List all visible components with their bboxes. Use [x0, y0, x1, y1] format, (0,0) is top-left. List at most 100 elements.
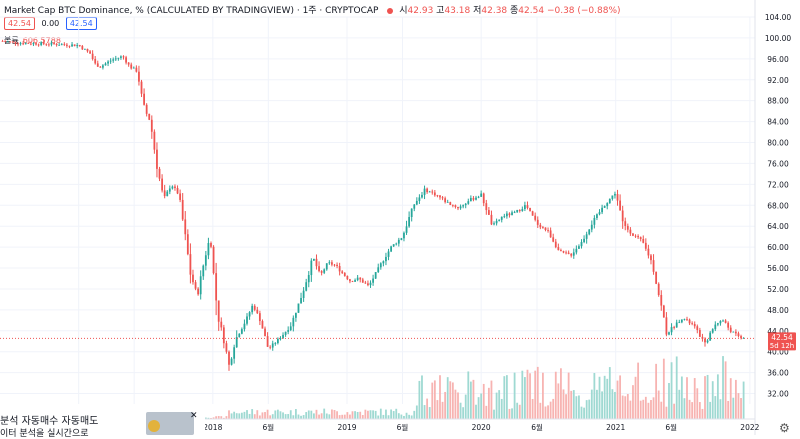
y-tick-label: 80.00	[767, 139, 789, 148]
candle-body	[307, 275, 310, 283]
candle-body	[135, 67, 138, 72]
volume-bar	[598, 376, 601, 419]
candle-body	[418, 197, 421, 201]
low-label: 저	[473, 6, 482, 16]
volume-bar	[282, 412, 284, 419]
candle-body	[130, 64, 133, 69]
volume-bar	[670, 362, 673, 419]
volume-bar	[351, 411, 354, 419]
candle-body	[531, 211, 534, 216]
candle-body	[42, 42, 45, 44]
volume-bar	[467, 371, 470, 419]
candle-body	[503, 216, 506, 218]
candle-body	[71, 44, 73, 47]
close-icon[interactable]: ✕	[190, 411, 198, 421]
candle-body	[734, 331, 737, 334]
candle-body	[534, 215, 537, 220]
volume-bar	[469, 381, 472, 419]
grid-lines	[0, 16, 755, 404]
candle-body	[588, 229, 591, 235]
candle-body	[688, 319, 691, 324]
x-tick-label: 2018	[203, 423, 222, 432]
candle-body	[660, 295, 663, 306]
candle-body	[47, 44, 50, 46]
candle-body	[127, 62, 130, 65]
candle-body	[63, 44, 66, 45]
symbol-title[interactable]: Market Cap BTC Dominance, % (CALCULATED …	[4, 6, 379, 16]
candle-body	[359, 277, 362, 280]
volume-bar	[207, 417, 210, 419]
volume-bar	[552, 398, 555, 419]
volume-bar	[225, 416, 228, 419]
candle-body	[714, 324, 717, 330]
volume-bar	[415, 405, 418, 419]
volume-bar	[457, 392, 459, 419]
candle-body	[222, 327, 225, 344]
candle-body	[29, 43, 32, 45]
volume-bar	[683, 398, 686, 419]
volume-bar	[235, 413, 238, 419]
volume-bar	[565, 394, 567, 419]
volume-bar	[364, 409, 367, 419]
high-value: 43.18	[444, 6, 471, 16]
candle-body	[472, 198, 475, 200]
volume-bar	[709, 401, 712, 419]
ad-banner[interactable]: 분석 자동매수 자동매도 이터 분석을 실시간으로 ✕	[0, 410, 205, 439]
candle-body	[493, 223, 495, 225]
candle-body	[392, 244, 395, 247]
volume-bar	[716, 374, 719, 419]
candle-body	[256, 309, 259, 314]
volume-bar	[390, 409, 393, 419]
candle-body	[186, 234, 189, 255]
x-tick-label: 6월	[397, 422, 409, 432]
volume-bar	[403, 415, 405, 419]
volume-bar	[367, 410, 369, 419]
candle-body	[313, 258, 315, 261]
candle-body	[552, 237, 555, 242]
close-label: 종	[510, 6, 519, 16]
candle-body	[168, 188, 171, 192]
volume-bar	[729, 378, 732, 419]
volume-bar	[361, 415, 364, 419]
candle-body	[27, 43, 30, 44]
candle-body	[194, 282, 197, 289]
volume-bar	[531, 398, 534, 419]
candle-body	[693, 324, 696, 327]
candle-body	[498, 219, 501, 221]
candle-body	[729, 327, 732, 332]
volume-bar	[542, 372, 544, 419]
volume-bar	[503, 376, 506, 419]
y-axis: 104.00 100.00 96.00 92.00 88.00 84.00 80.00 76.…	[765, 13, 791, 399]
candle-body	[400, 238, 403, 240]
candle-body	[639, 237, 642, 239]
candle-body	[274, 343, 277, 344]
gear-icon[interactable]: ⚙	[779, 421, 790, 435]
volume-bar	[333, 409, 336, 419]
volume-bar	[436, 400, 439, 419]
volume-bar	[212, 417, 215, 419]
volume-bar	[737, 393, 740, 419]
candle-body	[585, 234, 588, 239]
candle-body	[516, 210, 519, 213]
candle-body	[457, 206, 459, 209]
volume-bar	[258, 415, 261, 419]
candle-body	[737, 333, 740, 337]
volume-bar	[603, 375, 606, 419]
candle-body	[145, 104, 148, 114]
volume-bar	[294, 409, 297, 419]
candle-body	[647, 248, 650, 256]
volume-bar	[305, 412, 308, 419]
candle-body	[616, 194, 619, 201]
candle-body	[325, 263, 328, 270]
y-tick-label: 36.00	[767, 369, 789, 378]
x-tick-label: 2019	[337, 423, 356, 432]
candle-body	[318, 266, 320, 272]
ad-thumbnail[interactable]	[146, 412, 194, 435]
candle-body	[174, 186, 176, 189]
candle-body	[740, 336, 742, 338]
candle-body	[544, 227, 547, 231]
volume-bar	[320, 413, 323, 419]
candle-body	[513, 212, 516, 214]
candle-body	[421, 194, 423, 198]
